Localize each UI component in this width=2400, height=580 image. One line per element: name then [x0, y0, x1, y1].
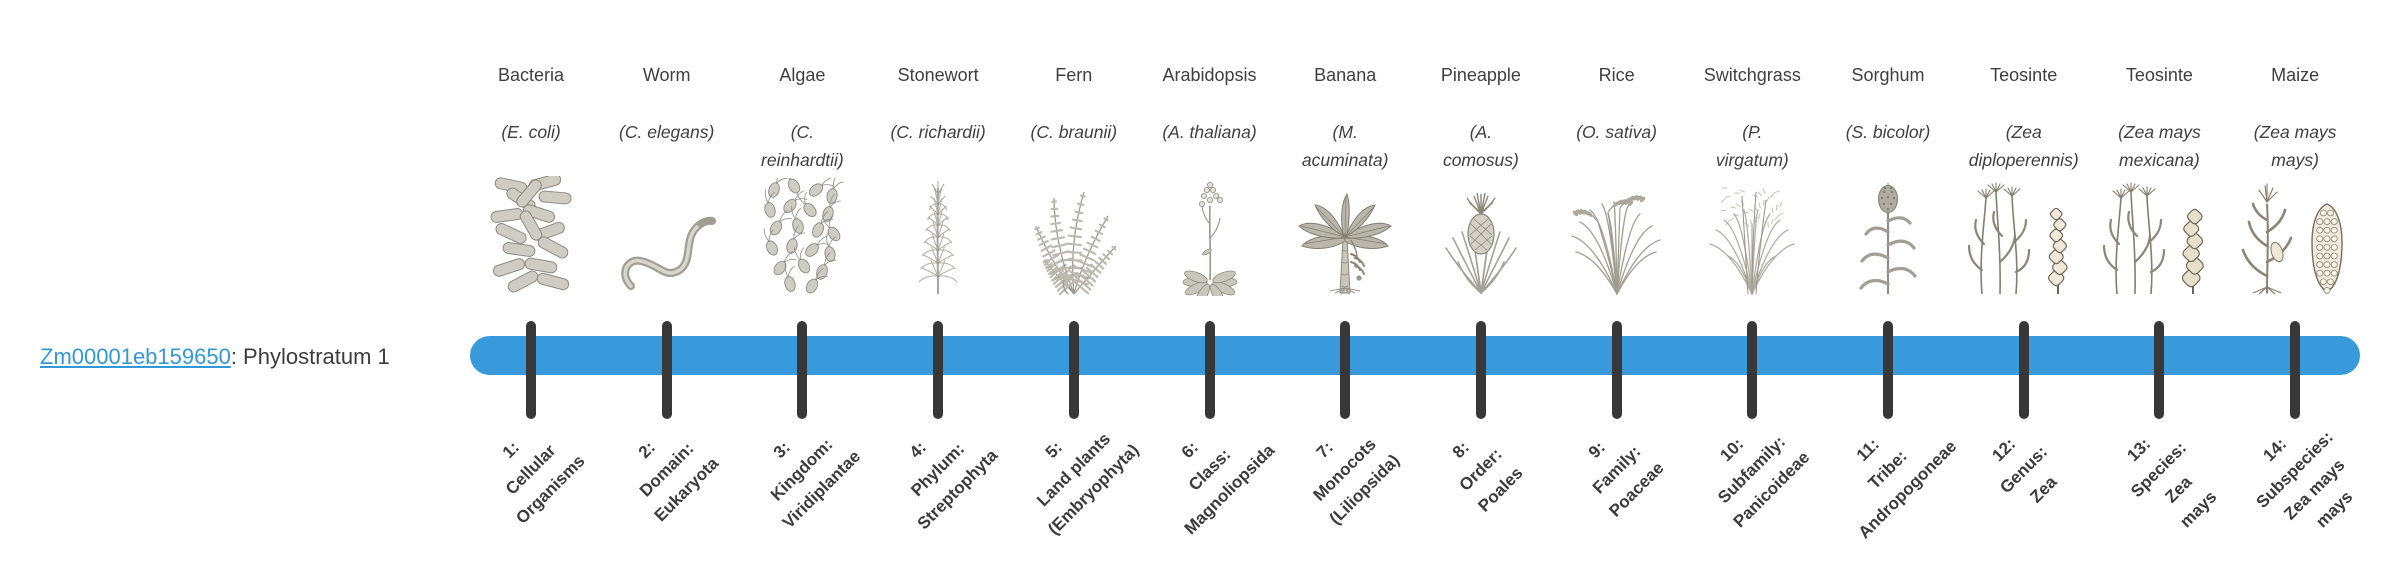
organism-species: (C. braunii) — [1030, 122, 1118, 142]
organism-name: Banana — [1314, 65, 1377, 85]
organism-species: (O. sativa) — [1576, 122, 1657, 142]
rice-icon — [1547, 174, 1687, 296]
timeline-tick — [1204, 321, 1215, 419]
organism-column: Bacteria (E. coli) 1: Cellular Organisms — [461, 0, 601, 580]
organism-name: Pineapple — [1440, 65, 1521, 85]
stratum-label: 10: Subfamily: Panicoideae — [1714, 432, 1814, 532]
worm-icon — [597, 174, 737, 310]
stratum-label: 9: Family: Poaceae — [1584, 437, 1668, 521]
organism-name: Teosinte — [1990, 65, 2058, 85]
stratum-label: 4: Phylum: Streptophyta — [905, 437, 1002, 534]
phylostratum-bar — [470, 336, 2360, 375]
algae-icon — [732, 174, 872, 296]
maize-icon — [2225, 174, 2365, 296]
organism-species: (Zea diploperennis) — [1968, 122, 2079, 170]
organism-species: (E. coli) — [501, 122, 561, 142]
stratum-label: 2: Domain: Eukaryota — [634, 437, 722, 526]
stonewort-icon — [868, 174, 1008, 296]
timeline-tick — [2154, 321, 2165, 419]
timeline-tick — [2018, 321, 2029, 419]
organism-name: Maize — [2271, 65, 2320, 85]
timeline-tick — [1475, 321, 1486, 419]
organism-species: (S. bicolor) — [1845, 122, 1931, 142]
stratum-label: 3: Kingdom: Viridiplantae — [767, 434, 865, 533]
timeline-tick — [2290, 321, 2301, 419]
timeline-tick — [1747, 321, 1758, 419]
timeline-tick — [797, 321, 808, 419]
organism-species: (C. elegans) — [619, 122, 715, 142]
organism-name: Sorghum — [1851, 65, 1925, 85]
organism-name: Stonewort — [897, 65, 979, 85]
stratum-label: 1: Cellular Organisms — [498, 437, 589, 528]
organism-species: (Zea mays mexicana) — [2118, 122, 2201, 170]
timeline-tick — [1611, 321, 1622, 419]
organism-species: (C. reinhardtii) — [761, 122, 844, 170]
timeline-tick — [1883, 321, 1893, 419]
stratum-label: 14: Subspecies: Zea mays mays — [2252, 427, 2357, 532]
organism-column: Arabidopsis (A. thaliana) 6: Class: Magn… — [1140, 0, 1280, 580]
fern-icon — [1004, 174, 1144, 296]
organism-name: Switchgrass — [1703, 65, 1801, 85]
timeline-tick — [526, 321, 536, 419]
organism-column: Teosinte (Zea mays mexicana) 13: Species… — [2089, 0, 2229, 580]
organism-column: Rice (O. sativa) 9: Family: Poaceae — [1547, 0, 1687, 580]
organism-species: (A. comosus) — [1442, 122, 1519, 170]
stratum-label: 8: Order: Poales — [1448, 437, 1527, 516]
organism-column: Algae (C. reinhardtii) 3: Kingdom: Virid… — [732, 0, 872, 580]
organism-column: Worm (C. elegans) 2: Domain: Eukaryota — [597, 0, 737, 580]
banana-icon — [1275, 174, 1415, 296]
organism-column: Switchgrass (P. virgatum) 10: Subfamily:… — [1682, 0, 1822, 580]
bacteria-icon — [461, 174, 601, 296]
timeline-tick — [661, 321, 672, 419]
gene-link[interactable]: Zm00001eb159650 — [40, 344, 231, 369]
organism-name: Bacteria — [497, 65, 565, 85]
pineapple-icon — [1411, 174, 1551, 296]
organism-column: Fern (C. braunii) 5: Land plants (Embryo… — [1004, 0, 1144, 580]
organism-column: Stonewort (C. richardii) 4: Phylum: Stre… — [868, 0, 1008, 580]
organism-species: (P. virgatum) — [1715, 122, 1789, 170]
organism-column: Sorghum (S. bicolor) 11: Tribe: Andropog… — [1818, 0, 1961, 580]
teosinte-diploperennis-icon — [1954, 174, 2094, 296]
organism-species: (A. thaliana) — [1162, 122, 1257, 142]
organism-species: (C. richardii) — [890, 122, 986, 142]
organism-species: (M. acuminata) — [1301, 122, 1389, 170]
stratum-label: 11: Tribe: Andropogoneae — [1852, 434, 1961, 543]
organism-column: Teosinte (Zea diploperennis) 12: Genus: … — [1954, 0, 2094, 580]
switchgrass-icon — [1682, 174, 1822, 296]
stratum-label: 6: Class: Magnoliopsida — [1177, 437, 1278, 539]
stratum-label: 5: Land plants (Embryophyta) — [1032, 429, 1143, 539]
organism-name: Algae — [779, 65, 826, 85]
sorghum-icon — [1818, 174, 1958, 296]
gene-label: Zm00001eb159650: Phylostratum 1 — [40, 339, 390, 375]
timeline-tick — [1068, 321, 1079, 419]
organism-species: (Zea mays mays) — [2253, 122, 2337, 170]
gene-label-suffix: : Phylostratum 1 — [230, 344, 390, 369]
organism-name: Rice — [1598, 65, 1635, 85]
organism-name: Worm — [642, 65, 691, 85]
arabidopsis-icon — [1140, 174, 1280, 296]
organism-column: Banana (M. acuminata) 7: Monocots (Lilio… — [1275, 0, 1415, 580]
stratum-label: 12: Genus: Zea — [1988, 434, 2061, 507]
organism-column: Maize (Zea mays mays) 14: Subspecies: Ze… — [2225, 0, 2365, 580]
timeline-tick — [933, 321, 944, 419]
timeline-tick — [1340, 321, 1351, 419]
organism-name: Arabidopsis — [1162, 65, 1257, 85]
organism-column: Pineapple (A. comosus) 8: Order: Poales — [1411, 0, 1551, 580]
teosinte-mexicana-icon — [2089, 174, 2229, 296]
organism-name: Teosinte — [2125, 65, 2193, 85]
organism-name: Fern — [1055, 65, 1093, 85]
stratum-label: 7: Monocots (Liliopsida) — [1309, 434, 1404, 529]
